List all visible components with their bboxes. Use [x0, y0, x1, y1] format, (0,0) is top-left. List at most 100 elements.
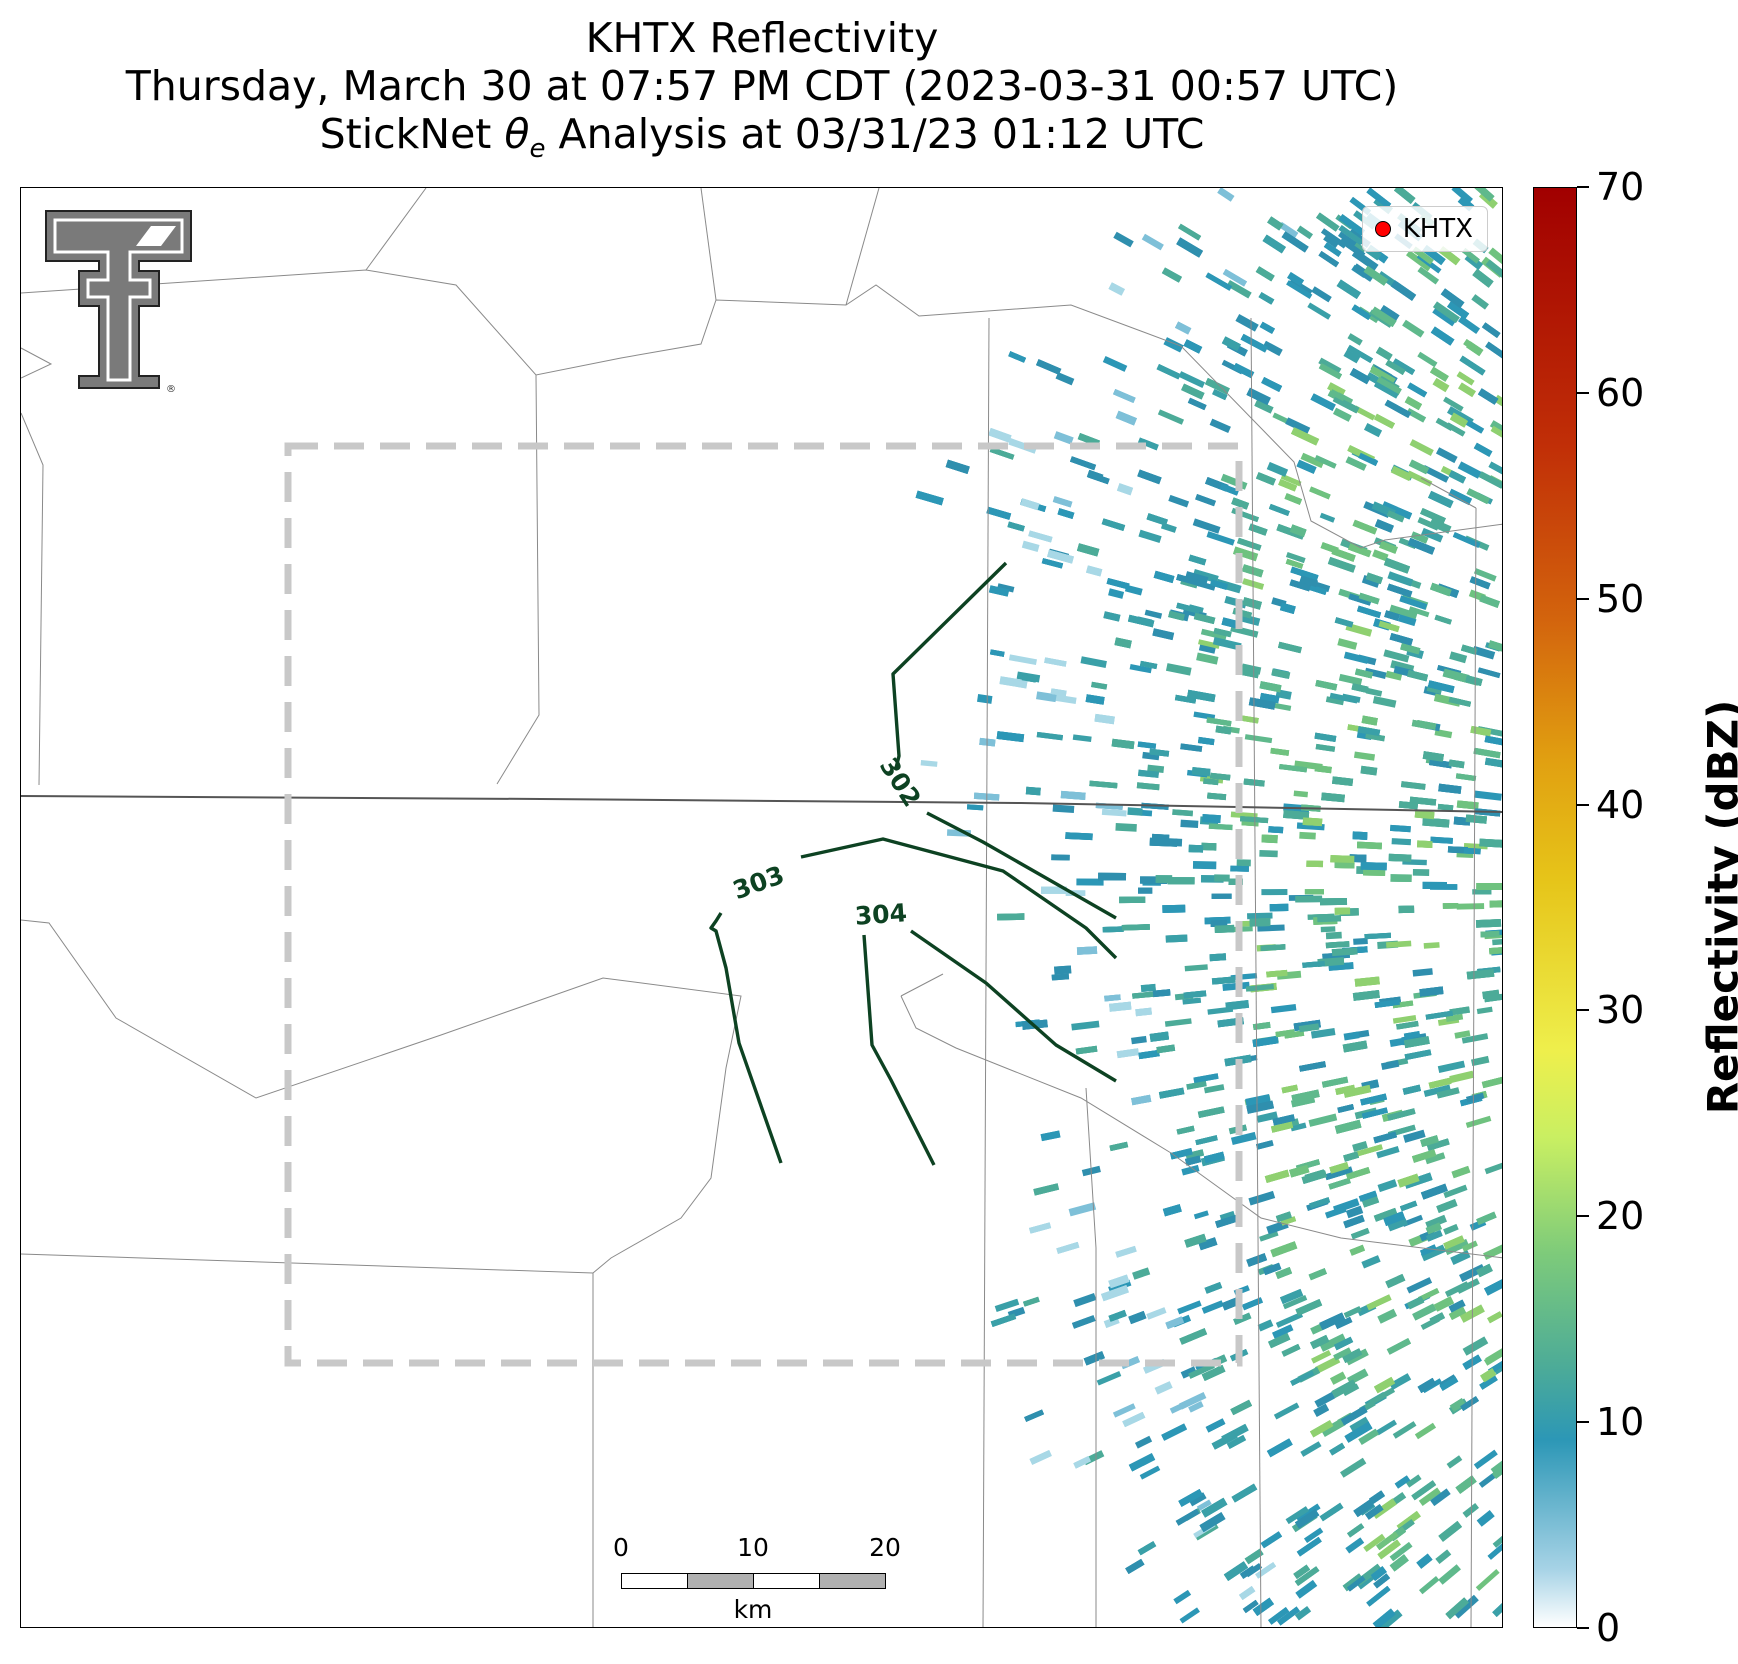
echo-gate — [1404, 1049, 1432, 1061]
echo-gate — [1466, 488, 1491, 505]
echo-gate — [1044, 657, 1067, 667]
echo-gate — [1390, 824, 1411, 833]
echo-gate — [1370, 1566, 1387, 1581]
echo-gate — [1137, 741, 1157, 749]
echo-gate — [1268, 1332, 1291, 1349]
county-boundary — [365, 188, 427, 271]
echo-gate — [1425, 1229, 1443, 1242]
echo-gate — [1439, 1376, 1459, 1391]
echo-gate — [1188, 844, 1204, 853]
echo-gate — [1137, 437, 1159, 451]
echo-gate — [1360, 765, 1378, 776]
echo-gate — [1306, 860, 1324, 868]
echo-gate — [1193, 1210, 1209, 1220]
county-boundary — [496, 374, 540, 785]
echo-gate — [1365, 1504, 1384, 1520]
echo-gate — [1108, 588, 1125, 599]
echo-gate — [1406, 1474, 1422, 1488]
echo-gate — [1201, 1364, 1226, 1382]
echo-gate — [1348, 593, 1372, 606]
echo-gate — [1411, 1149, 1437, 1163]
echo-gate — [1246, 1100, 1275, 1114]
echo-gate — [1104, 994, 1121, 1002]
county-boundary — [982, 317, 990, 1627]
echo-gate — [1278, 479, 1298, 492]
echo-gate — [1138, 769, 1159, 778]
echo-gate — [1488, 247, 1502, 265]
echo-gate — [1349, 1416, 1370, 1433]
echo-gate — [1385, 1273, 1406, 1289]
echo-gate — [1029, 1222, 1052, 1234]
echo-gate — [1294, 1566, 1320, 1586]
echo-gate — [1205, 1418, 1226, 1433]
colorbar-tick-label: 10 — [1596, 1400, 1645, 1445]
echo-gate — [1434, 728, 1453, 739]
echo-gate — [1261, 834, 1278, 844]
echo-gate — [999, 676, 1028, 689]
echo-gate — [1435, 1549, 1452, 1565]
echo-gate — [1115, 1245, 1137, 1258]
echo-gate — [1163, 337, 1184, 353]
echo-gate — [1429, 1312, 1446, 1325]
echo-gate — [1008, 438, 1037, 454]
echo-gate — [1325, 696, 1345, 706]
echo-gate — [1137, 1541, 1157, 1556]
echo-gate — [1456, 371, 1475, 386]
echo-gate — [1361, 715, 1378, 726]
echo-gate — [1448, 696, 1472, 707]
radar-map[interactable]: 302 303 304 ® KHTX 0 10 20 km — [20, 187, 1503, 1628]
echo-gate — [1147, 764, 1165, 774]
echo-gate — [1181, 383, 1205, 400]
echo-gate — [1338, 673, 1363, 686]
echo-gate — [1329, 1371, 1347, 1385]
echo-gate — [1165, 663, 1192, 676]
echo-gate — [1484, 735, 1502, 746]
echo-gate — [1347, 1523, 1365, 1538]
echo-gate — [1379, 305, 1400, 322]
echo-gate — [1157, 409, 1185, 425]
echo-gate — [1418, 1487, 1442, 1507]
echo-gate — [1299, 575, 1318, 588]
echo-gate — [1488, 461, 1502, 479]
echo-gate — [1492, 938, 1502, 946]
echo-gate — [1360, 862, 1387, 871]
echo-gate — [1352, 263, 1375, 282]
echo-gate — [1438, 1520, 1463, 1542]
county-boundary — [1470, 507, 1477, 1627]
echo-gate — [1195, 494, 1216, 507]
echo-gate — [1168, 494, 1190, 508]
echo-gate — [1437, 803, 1454, 811]
echo-gate — [1388, 853, 1412, 862]
echo-gate — [1075, 1045, 1098, 1055]
echo-gate — [1108, 1309, 1127, 1322]
echo-gate — [1433, 301, 1460, 324]
colorbar-tick-label: 0 — [1596, 1606, 1621, 1650]
echo-gate — [1490, 426, 1502, 445]
echo-gate — [1333, 1336, 1354, 1351]
echo-gate — [1334, 907, 1351, 915]
echo-gate — [1429, 758, 1453, 769]
echo-gate — [1475, 919, 1502, 928]
echo-gate — [1215, 725, 1232, 735]
echo-gate — [1196, 652, 1219, 665]
echo-gate — [1323, 234, 1339, 248]
echo-gate — [1221, 617, 1240, 629]
echo-gate — [1329, 692, 1358, 704]
echo-gate — [1425, 1222, 1442, 1235]
echo-gate — [1165, 1316, 1185, 1330]
echo-gate — [1295, 1503, 1321, 1523]
echo-gate — [1371, 1498, 1397, 1519]
echo-gate — [1383, 649, 1410, 663]
echo-gate — [1053, 431, 1074, 445]
echo-gate — [1361, 1107, 1388, 1119]
echo-gate — [1264, 1169, 1290, 1183]
echo-gate — [1400, 643, 1421, 655]
echo-gate — [1343, 1214, 1365, 1229]
echo-gate — [1176, 602, 1201, 614]
echo-gate — [1295, 1299, 1323, 1316]
echo-gate — [1272, 1114, 1296, 1126]
echo-gate — [1275, 1211, 1292, 1223]
echo-gate — [1321, 792, 1345, 803]
echo-gate — [1109, 1001, 1132, 1012]
echo-gate — [1208, 823, 1233, 831]
